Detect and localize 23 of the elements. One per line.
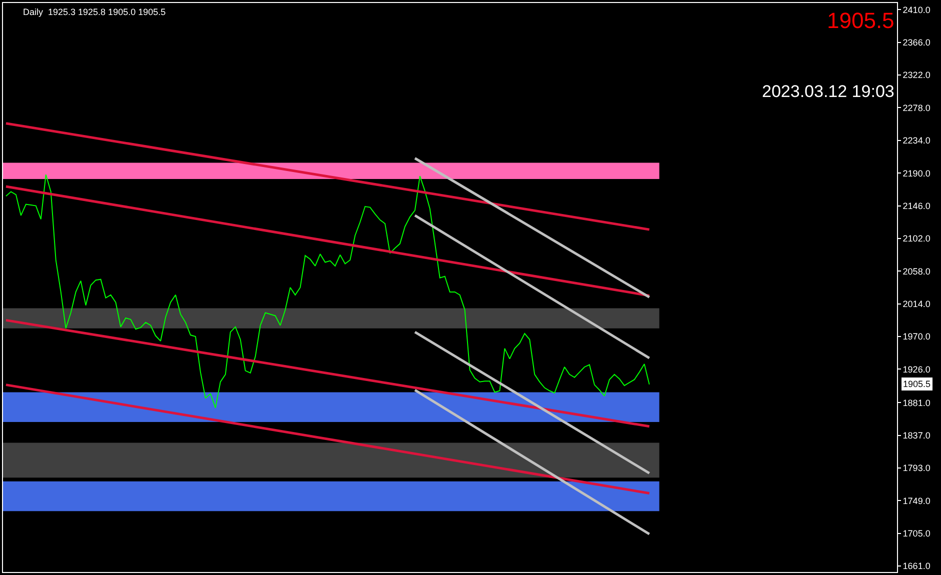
line-series (5, 174, 650, 408)
y-tick-label: 2322.0 (902, 70, 930, 80)
y-tick-label: 2102.0 (902, 234, 930, 244)
y-tick-label: 2278.0 (902, 102, 930, 113)
y-tick-label: 1881.0 (902, 398, 930, 408)
y-tick-label: 1926.0 (902, 364, 930, 374)
y-tick-label: 1970.0 (902, 332, 930, 342)
y-tick-label: 2058.0 (902, 266, 930, 276)
y-tick-label: 1793.0 (902, 463, 930, 474)
y-tick-label: 1749.0 (902, 496, 930, 506)
text: 1905.5 (827, 8, 894, 33)
chart-title: Daily 1925.3 1925.8 1905.0 1905.5 (23, 7, 166, 17)
y-tick-label: 1837.0 (902, 430, 930, 440)
y-tick-label: 1705.0 (902, 528, 930, 539)
y-tick-label: 2410.0 (902, 4, 930, 15)
y-tick-label: 2366.0 (902, 38, 930, 48)
y-tick-label: 1661.0 (902, 561, 930, 572)
y-tick-label: 2234.0 (902, 136, 930, 146)
text: 2023.03.12 19:03 (762, 82, 894, 101)
text: 1905.5 (903, 379, 931, 389)
y-tick-label: 2014.0 (902, 298, 930, 309)
y-tick-label: 2146.0 (902, 200, 930, 211)
y-tick-label: 2190.0 (902, 168, 930, 178)
